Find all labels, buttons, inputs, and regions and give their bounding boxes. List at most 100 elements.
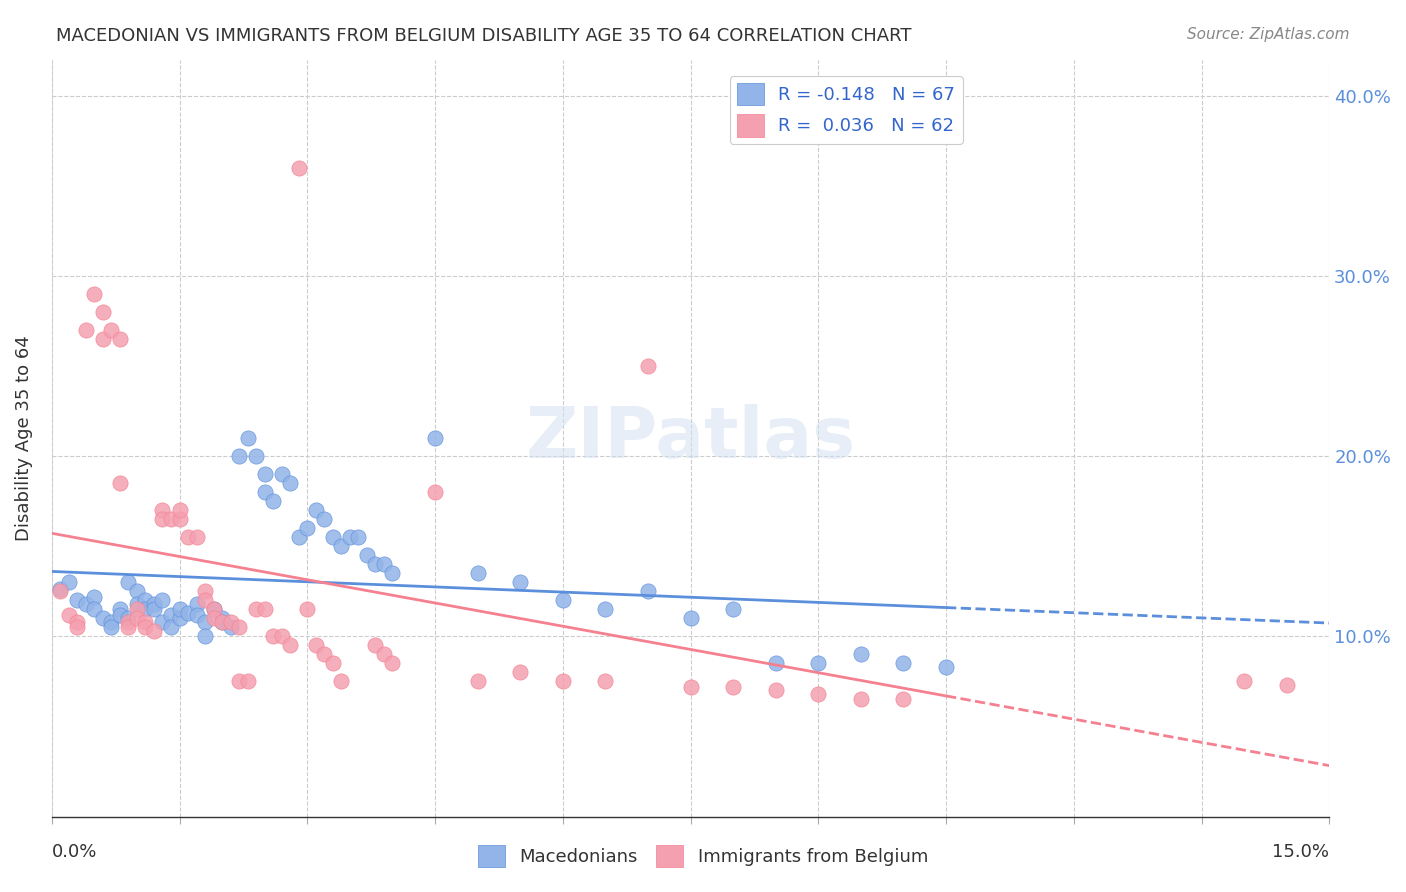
Point [849, 648, 872, 662]
Point [194, 584, 217, 599]
Legend: Macedonians, Immigrants from Belgium: Macedonians, Immigrants from Belgium [471, 838, 935, 874]
Point [100, 323, 122, 337]
Point [278, 638, 301, 652]
Point [356, 548, 378, 562]
Point [893, 657, 915, 671]
Point [1233, 674, 1256, 689]
Point [314, 648, 336, 662]
Point [134, 593, 156, 607]
Point [169, 512, 191, 526]
Text: 15.0%: 15.0% [1272, 843, 1329, 862]
Point [423, 485, 446, 500]
Point [152, 512, 174, 526]
Point [202, 602, 225, 616]
Point [297, 521, 319, 535]
Point [893, 692, 915, 706]
Point [160, 512, 183, 526]
Point [169, 602, 191, 616]
Point [152, 503, 174, 517]
Point [91, 611, 114, 625]
Point [202, 611, 225, 625]
Point [347, 530, 370, 544]
Point [236, 431, 259, 445]
Point [169, 611, 191, 625]
Y-axis label: Disability Age 35 to 64: Disability Age 35 to 64 [15, 335, 32, 541]
Point [177, 606, 200, 620]
Point [287, 530, 309, 544]
Point [142, 624, 165, 638]
Point [58, 575, 80, 590]
Point [194, 593, 217, 607]
Point [91, 305, 114, 319]
Point [253, 467, 276, 482]
Point [100, 615, 122, 629]
Point [364, 558, 387, 572]
Point [935, 660, 957, 674]
Point [66, 593, 89, 607]
Text: MACEDONIAN VS IMMIGRANTS FROM BELGIUM DISABILITY AGE 35 TO 64 CORRELATION CHART: MACEDONIAN VS IMMIGRANTS FROM BELGIUM DI… [56, 27, 911, 45]
Point [322, 657, 344, 671]
Point [278, 476, 301, 491]
Point [186, 597, 208, 611]
Point [160, 607, 183, 622]
Point [228, 674, 250, 689]
Point [381, 657, 404, 671]
Point [423, 431, 446, 445]
Text: ZIPatlas: ZIPatlas [526, 403, 856, 473]
Point [270, 467, 292, 482]
Point [75, 323, 97, 337]
Point [219, 615, 242, 629]
Point [253, 602, 276, 616]
Point [381, 566, 404, 581]
Point [134, 615, 156, 629]
Point [679, 611, 702, 625]
Point [125, 584, 148, 599]
Point [117, 615, 139, 629]
Point [211, 615, 233, 629]
Point [330, 674, 353, 689]
Point [108, 476, 131, 491]
Point [58, 607, 80, 622]
Point [637, 359, 659, 373]
Point [467, 674, 489, 689]
Point [314, 512, 336, 526]
Point [551, 593, 574, 607]
Text: Source: ZipAtlas.com: Source: ZipAtlas.com [1187, 27, 1350, 42]
Point [364, 638, 387, 652]
Point [142, 597, 165, 611]
Point [83, 590, 105, 604]
Point [297, 602, 319, 616]
Point [807, 657, 830, 671]
Point [253, 485, 276, 500]
Point [721, 602, 744, 616]
Point [595, 602, 617, 616]
Point [177, 530, 200, 544]
Point [186, 530, 208, 544]
Point [160, 620, 183, 634]
Point [595, 674, 617, 689]
Point [83, 286, 105, 301]
Point [49, 584, 72, 599]
Point [219, 620, 242, 634]
Point [108, 607, 131, 622]
Point [108, 602, 131, 616]
Point [245, 602, 267, 616]
Point [211, 611, 233, 625]
Point [270, 629, 292, 643]
Point [509, 575, 531, 590]
Point [66, 620, 89, 634]
Legend: R = -0.148   N = 67, R =  0.036   N = 62: R = -0.148 N = 67, R = 0.036 N = 62 [730, 76, 963, 144]
Point [194, 615, 217, 629]
Text: 0.0%: 0.0% [52, 843, 97, 862]
Point [49, 582, 72, 597]
Point [262, 494, 284, 508]
Point [117, 620, 139, 634]
Point [83, 602, 105, 616]
Point [849, 692, 872, 706]
Point [509, 665, 531, 680]
Point [807, 687, 830, 701]
Point [125, 611, 148, 625]
Point [211, 615, 233, 629]
Point [202, 602, 225, 616]
Point [117, 575, 139, 590]
